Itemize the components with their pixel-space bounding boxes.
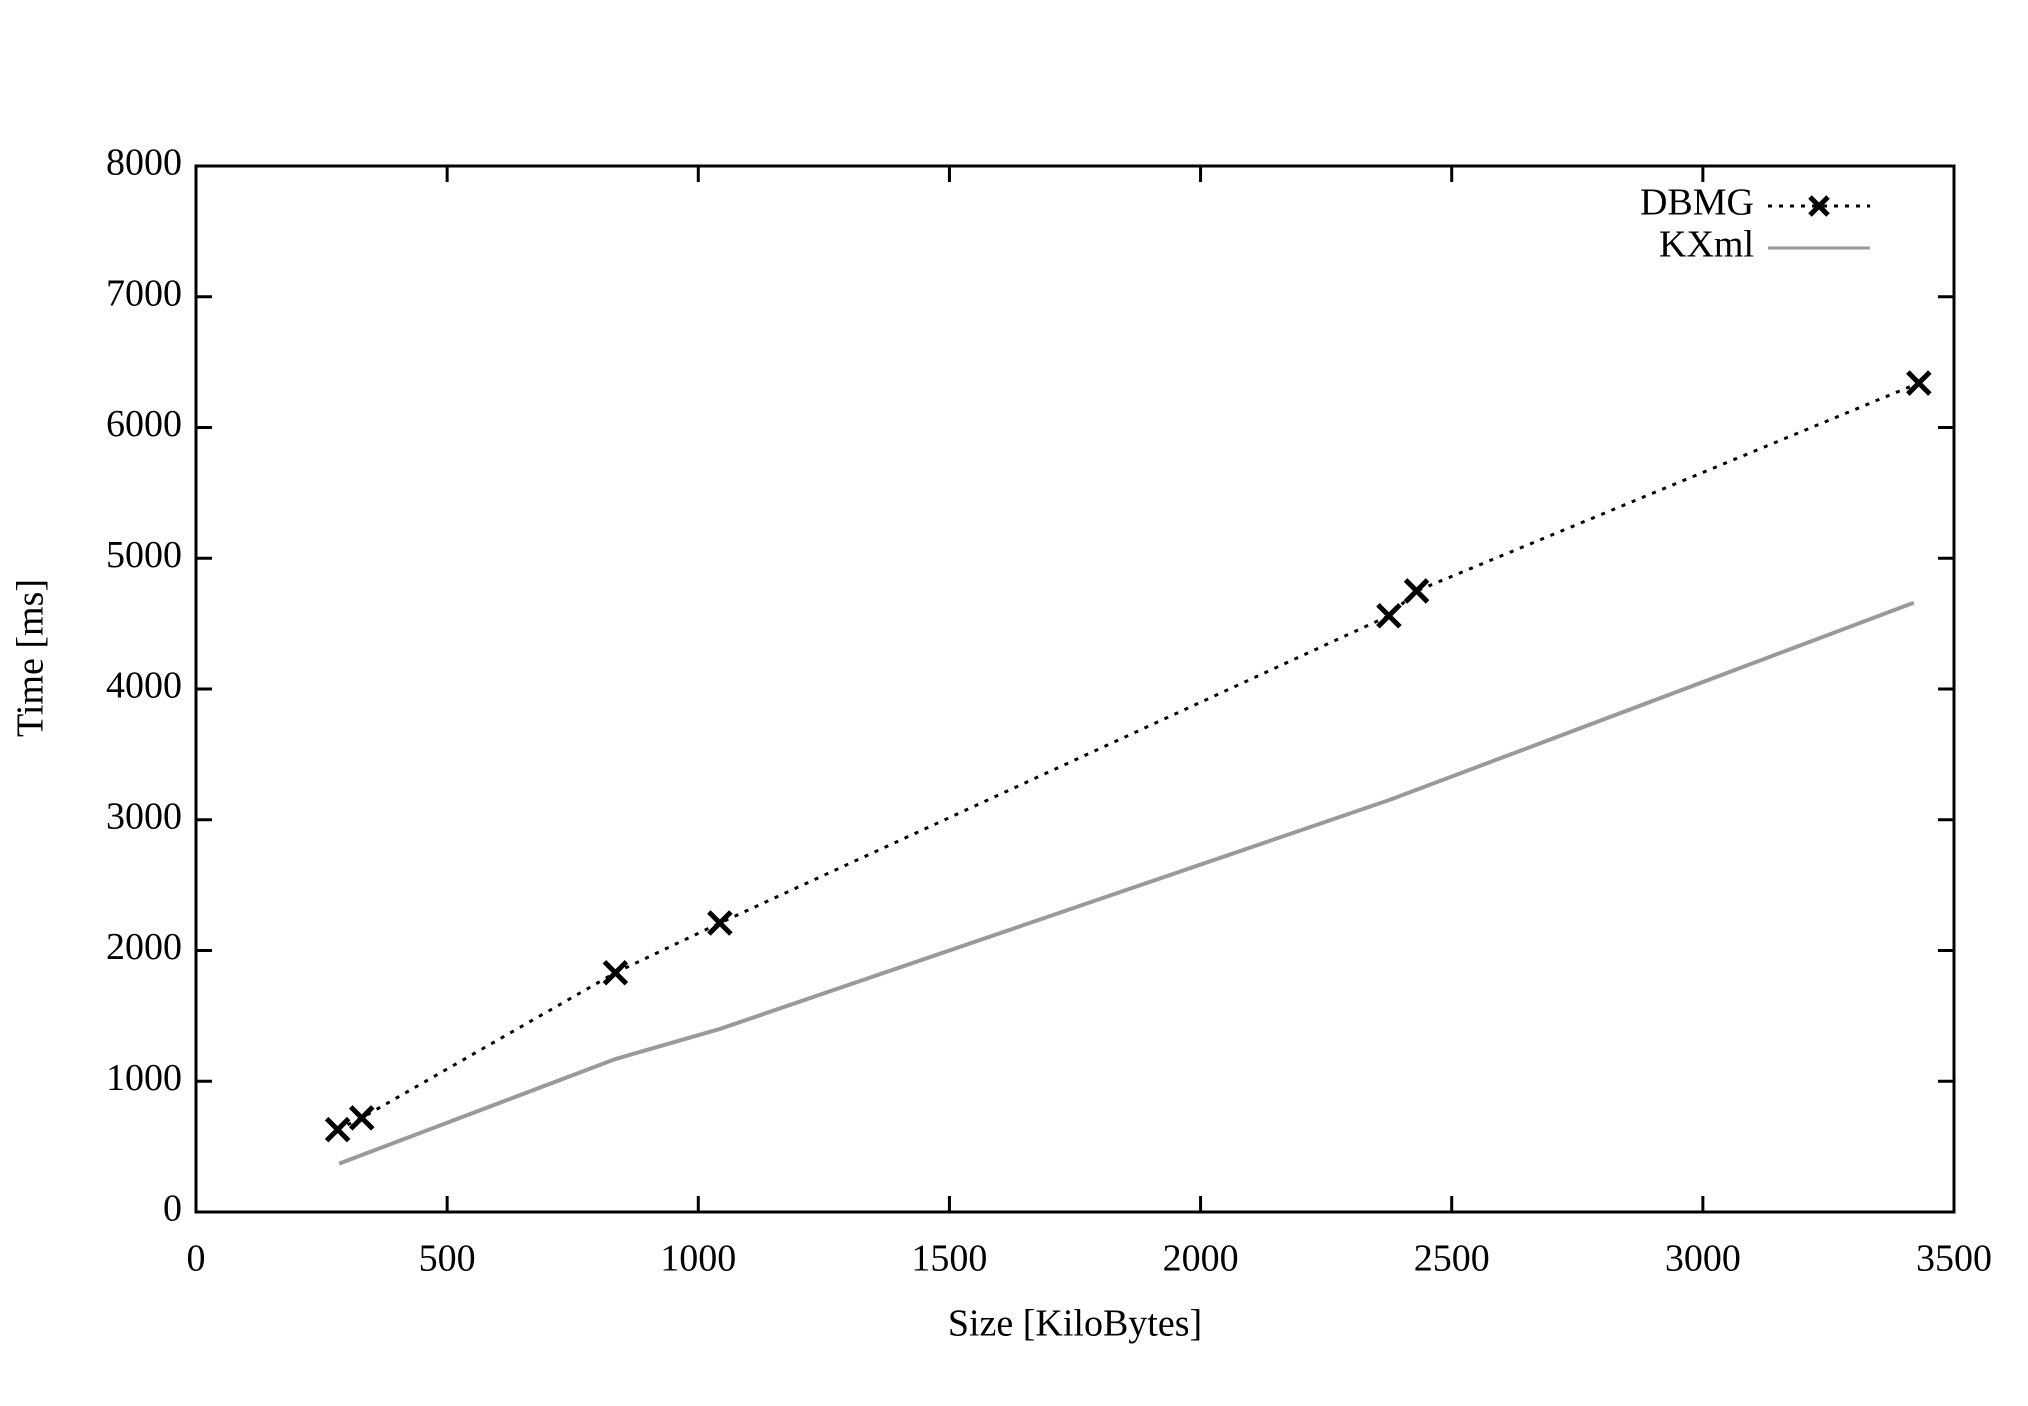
x-tick-label: 2500 [1414, 1238, 1490, 1280]
y-tick-label: 3000 [106, 795, 182, 837]
x-tick-label: 1000 [660, 1238, 736, 1280]
plot-frame [194, 164, 1956, 1214]
x-tick-label: 3500 [1916, 1238, 1992, 1280]
series-line [338, 600, 1915, 1166]
y-tick-label: 1000 [106, 1057, 182, 1099]
x-tick-label: 500 [419, 1238, 476, 1280]
y-tick-label: 0 [163, 1188, 182, 1230]
y-tick-label: 8000 [106, 142, 182, 184]
y-tick-label: 6000 [106, 403, 182, 445]
y-axis-label: Time [ms] [10, 579, 52, 737]
x-tick-label: 3000 [1665, 1238, 1741, 1280]
y-tick-label: 7000 [106, 272, 182, 314]
x-tick-label: 1500 [911, 1238, 987, 1280]
marker [324, 1116, 351, 1143]
x-axis-label: Size [KiloBytes] [948, 1303, 1202, 1345]
y-tick-label: 5000 [106, 534, 182, 576]
x-tick-label: 0 [187, 1238, 206, 1280]
marker [1403, 578, 1430, 604]
legend-label: DBMG [1640, 182, 1754, 224]
marker [348, 1105, 375, 1131]
legend-label: KXml [1659, 224, 1754, 266]
y-tick-label: 4000 [106, 665, 182, 707]
marker [602, 959, 629, 986]
legend-marker [1808, 195, 1830, 217]
marker [1376, 603, 1402, 629]
marker [1906, 370, 1932, 396]
marker [707, 910, 733, 936]
y-tick-label: 2000 [106, 926, 182, 968]
x-tick-label: 2000 [1163, 1238, 1239, 1280]
